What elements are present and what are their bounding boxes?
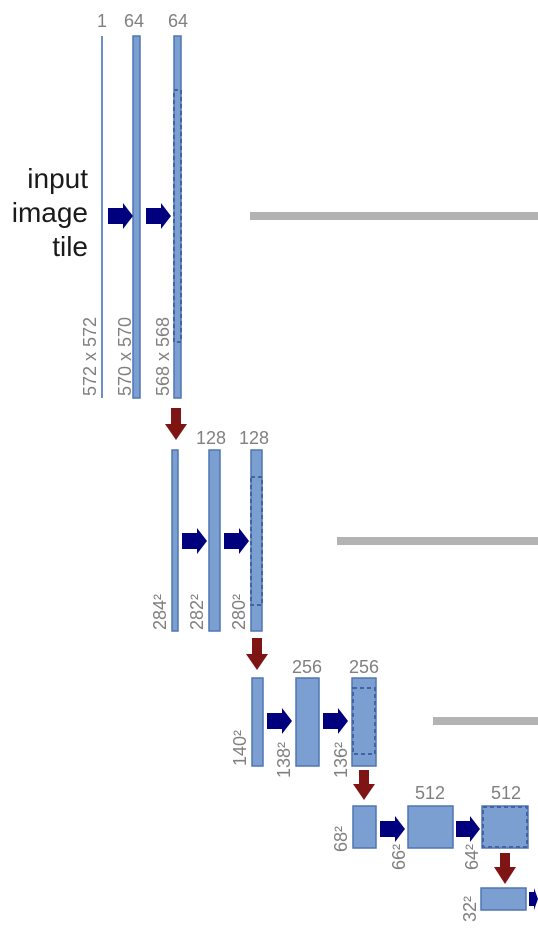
level4-feature-map-1: [352, 805, 377, 849]
level1-size-2: 570 x 570: [115, 317, 135, 396]
level1-conv-arrow-1: [108, 203, 133, 229]
level2-conv-arrow-1: [182, 528, 207, 554]
level3-crop-region: [352, 687, 376, 755]
level1-crop-region: [173, 89, 182, 343]
level4-size-1: 68²: [331, 826, 351, 852]
level5-size-1: 32²: [460, 896, 480, 922]
level3-size-3: 136²: [331, 742, 351, 778]
level5-feature-map-1: [480, 887, 527, 911]
level3-feature-map-3: [351, 677, 377, 767]
level4-size-3: 64²: [462, 844, 482, 870]
level4-feature-map-2: [407, 805, 454, 849]
level2-size-1: 284²: [150, 594, 170, 630]
level3-feature-map-2: [295, 677, 320, 767]
level1-conv-arrow-2: [146, 203, 171, 229]
maxpool-arrow-4: [494, 853, 516, 884]
level4-conv-arrow-2: [456, 816, 480, 842]
level3-conv-arrow-2: [323, 708, 348, 734]
level2-size-2: 282²: [187, 594, 207, 630]
level2-feature-map-2: [208, 449, 221, 632]
level2-size-3: 280²: [229, 594, 249, 630]
input-label-line-2: image: [12, 197, 88, 228]
level2-crop-region: [250, 476, 263, 606]
maxpool-arrow-3: [353, 770, 375, 800]
level4-size-2: 66²: [389, 844, 409, 870]
level1-channels-2: 64: [124, 11, 144, 31]
level2-feature-map-3: [250, 449, 263, 632]
level4-crop-region: [482, 806, 528, 848]
level4-conv-arrow-1: [380, 816, 405, 842]
level1-size-3: 568 x 568: [153, 317, 173, 396]
level3-channels-2: 256: [349, 657, 379, 677]
level3-conv-arrow-1: [267, 708, 292, 734]
level4-channels-1: 512: [415, 783, 445, 803]
level4-channels-2: 512: [491, 783, 521, 803]
maxpool-arrow-1: [165, 408, 187, 440]
level3-size-2: 138²: [274, 742, 294, 778]
level4-feature-map-3: [481, 805, 529, 849]
level1-size-1: 572 x 572: [80, 317, 100, 396]
input-label-line-3: tile: [52, 231, 88, 262]
level3-channels-1: 256: [292, 657, 322, 677]
input-label-line-1: input: [27, 163, 88, 194]
level2-feature-map-1: [171, 449, 179, 632]
level3-feature-map-1: [251, 677, 264, 767]
level1-channels-1: 1: [97, 11, 107, 31]
level2-channels-2: 128: [239, 428, 269, 448]
level2-channels-1: 128: [196, 428, 226, 448]
level1-channels-3: 64: [168, 11, 188, 31]
level3-size-1: 140²: [230, 730, 250, 766]
level2-conv-arrow-2: [224, 528, 249, 554]
level5-conv-arrow: [529, 888, 538, 910]
level1-feature-map-2: [132, 35, 141, 399]
maxpool-arrow-2: [246, 638, 268, 670]
